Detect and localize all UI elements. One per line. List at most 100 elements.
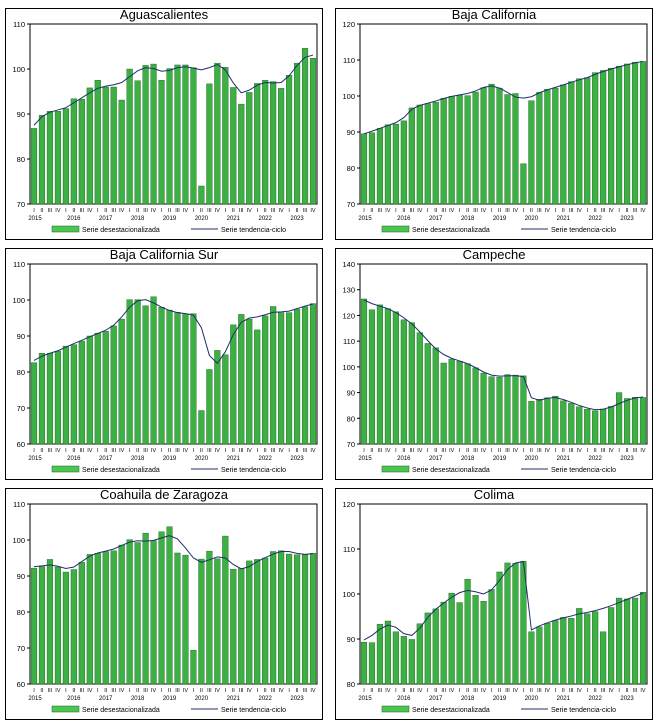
plot-frame: [29, 503, 318, 685]
bar: [293, 309, 301, 445]
bar: [30, 128, 38, 205]
x-tick-year: 2020: [525, 696, 539, 702]
bar: [512, 374, 519, 445]
bar: [416, 104, 423, 205]
x-tick-quarter: IV: [640, 208, 646, 214]
legend-bar-swatch: [381, 465, 410, 473]
x-tick-quarter: I: [427, 688, 429, 694]
bar: [270, 551, 277, 685]
bar: [592, 72, 599, 205]
x-tick-quarter: I: [618, 208, 620, 214]
bar: [30, 362, 38, 445]
bar: [520, 163, 527, 205]
x-tick-quarter: IV: [151, 688, 157, 694]
x-tick-quarter: III: [143, 208, 148, 214]
x-tick-quarter: I: [256, 448, 258, 454]
x-tick-quarter: IV: [513, 208, 519, 214]
legend-bar-label: Serie desestacionalizada: [82, 227, 160, 234]
x-tick-quarter: IV: [310, 688, 316, 694]
bar: [78, 562, 85, 685]
bar: [301, 306, 309, 445]
x-tick-quarter: II: [402, 448, 406, 454]
x-tick-quarter: II: [264, 688, 268, 694]
x-tick-year: 2019: [163, 216, 177, 222]
bar: [54, 111, 61, 205]
x-tick-year: 2018: [461, 696, 475, 702]
x-tick-quarter: I: [363, 448, 365, 454]
x-tick-quarter: III: [633, 688, 638, 694]
x-tick-quarter: III: [633, 448, 638, 454]
bar: [552, 395, 559, 445]
trend-line: [363, 561, 644, 641]
bar: [584, 77, 591, 205]
bar: [46, 559, 54, 685]
x-tick-quarter: I: [555, 448, 557, 454]
x-tick-quarter: I: [459, 688, 461, 694]
bar: [440, 362, 447, 445]
x-tick-quarter: I: [161, 208, 163, 214]
bar: [230, 568, 237, 685]
bar: [400, 319, 407, 445]
bar: [309, 58, 317, 205]
bar: [592, 611, 599, 685]
x-tick-quarter: II: [402, 208, 406, 214]
x-tick-quarter: III: [80, 208, 85, 214]
bar: [400, 120, 407, 205]
bar: [440, 97, 447, 205]
bar: [631, 597, 639, 685]
bar: [360, 298, 368, 445]
bar: [278, 550, 285, 685]
bar: [198, 558, 205, 685]
x-tick-quarter: I: [555, 688, 557, 694]
bar: [198, 185, 205, 205]
bar: [360, 133, 368, 205]
x-tick-year: 2019: [493, 216, 507, 222]
bar: [616, 597, 623, 685]
bar: [488, 83, 495, 205]
x-tick-quarter: II: [498, 208, 502, 214]
chart-title: Coahuila de Zaragoza: [100, 487, 228, 502]
x-tick-year: 2016: [67, 456, 81, 462]
x-tick-quarter: IV: [385, 448, 391, 454]
chart-title: Colima: [473, 487, 515, 502]
bar: [222, 67, 229, 205]
x-tick-quarter: II: [72, 688, 76, 694]
x-tick-quarter: I: [193, 688, 195, 694]
x-tick-year: 2023: [620, 696, 634, 702]
x-tick-quarter: I: [363, 208, 365, 214]
x-tick-year: 2016: [67, 216, 81, 222]
bar: [150, 540, 157, 685]
bar: [286, 75, 293, 205]
x-tick-quarter: IV: [640, 688, 646, 694]
bar: [424, 343, 431, 445]
x-tick-quarter: II: [264, 208, 268, 214]
bar: [94, 553, 101, 685]
x-tick-year: 2018: [461, 216, 475, 222]
bar: [278, 312, 285, 445]
x-tick-quarter: III: [271, 448, 276, 454]
x-tick-quarter: IV: [577, 208, 583, 214]
x-tick-year: 2020: [195, 216, 209, 222]
x-tick-quarter: IV: [119, 448, 125, 454]
x-tick-quarter: II: [40, 448, 44, 454]
x-tick-quarter: II: [370, 688, 374, 694]
x-tick-quarter: III: [175, 688, 180, 694]
bar: [126, 539, 133, 685]
x-tick-quarter: III: [80, 688, 85, 694]
x-tick-quarter: III: [303, 448, 308, 454]
bar: [608, 68, 615, 205]
legend-bar-swatch: [51, 465, 80, 473]
bar: [568, 618, 575, 685]
bar: [54, 566, 61, 685]
x-tick-year: 2023: [290, 456, 304, 462]
bar: [464, 363, 471, 445]
bar: [262, 315, 269, 445]
y-tick-label: 110: [13, 20, 25, 29]
legend-bar-label: Serie desestacionalizada: [412, 707, 490, 714]
y-tick-label: 100: [342, 363, 355, 372]
legend-bar-swatch: [381, 225, 410, 233]
x-tick-quarter: II: [104, 208, 108, 214]
x-tick-quarter: III: [537, 448, 542, 454]
